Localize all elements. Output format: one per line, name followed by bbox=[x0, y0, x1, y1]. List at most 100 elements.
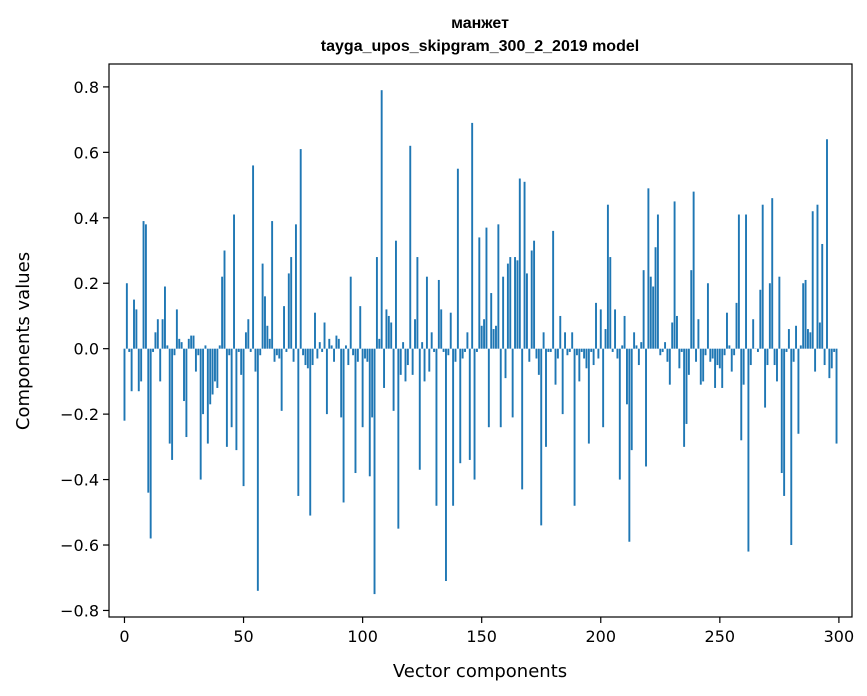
bar-component-212 bbox=[628, 348, 631, 542]
bar-component-125 bbox=[421, 342, 424, 349]
bar-component-208 bbox=[618, 348, 621, 480]
bar-component-196 bbox=[590, 348, 593, 352]
bar-component-207 bbox=[616, 348, 619, 359]
bar-component-105 bbox=[373, 348, 376, 595]
bar-component-81 bbox=[316, 348, 319, 359]
bar-component-281 bbox=[792, 348, 795, 362]
bar-component-131 bbox=[435, 348, 438, 506]
bar-component-53 bbox=[249, 348, 252, 352]
bar-component-157 bbox=[497, 224, 500, 349]
bar-component-264 bbox=[752, 319, 755, 349]
bar-component-276 bbox=[780, 348, 783, 474]
bar-component-222 bbox=[652, 286, 655, 349]
bar-component-285 bbox=[802, 283, 805, 349]
bar-component-21 bbox=[173, 348, 176, 356]
bar-component-63 bbox=[273, 348, 276, 362]
bar-component-171 bbox=[530, 250, 533, 349]
bar-component-166 bbox=[518, 178, 521, 349]
y-tick-label: 0.4 bbox=[74, 209, 99, 228]
bar-component-263 bbox=[749, 348, 752, 366]
bar-component-72 bbox=[294, 224, 297, 349]
bar-component-197 bbox=[592, 348, 595, 366]
bar-component-232 bbox=[676, 315, 678, 349]
bar-component-273 bbox=[773, 348, 776, 366]
bar-component-231 bbox=[673, 201, 676, 349]
bar-component-295 bbox=[826, 139, 828, 349]
bar-component-240 bbox=[695, 348, 697, 362]
bar-component-88 bbox=[333, 348, 335, 362]
bar-component-186 bbox=[566, 348, 569, 356]
bar-component-155 bbox=[492, 329, 495, 349]
bar-component-104 bbox=[371, 348, 374, 418]
bar-component-55 bbox=[254, 348, 257, 372]
bar-component-162 bbox=[509, 257, 512, 349]
bar-component-109 bbox=[383, 348, 386, 388]
bar-component-76 bbox=[304, 348, 307, 366]
bar-component-190 bbox=[575, 348, 578, 356]
bar-component-191 bbox=[578, 348, 581, 382]
bar-component-15 bbox=[159, 348, 162, 382]
bar-component-178 bbox=[547, 348, 550, 352]
bar-component-167 bbox=[521, 348, 524, 490]
bar-component-254 bbox=[728, 345, 731, 349]
bar-component-194 bbox=[585, 348, 588, 369]
bar-component-256 bbox=[733, 348, 736, 356]
bar-component-35 bbox=[206, 348, 209, 444]
bar-component-136 bbox=[447, 348, 450, 356]
bar-component-145 bbox=[468, 348, 471, 460]
bar-component-27 bbox=[187, 338, 190, 349]
bar-component-23 bbox=[178, 338, 181, 349]
bar-component-77 bbox=[306, 348, 309, 369]
bar-component-177 bbox=[545, 348, 547, 447]
bar-component-172 bbox=[533, 240, 536, 349]
bar-component-68 bbox=[285, 348, 288, 352]
bar-component-176 bbox=[542, 332, 545, 349]
bar-component-245 bbox=[706, 283, 709, 349]
bar-component-215 bbox=[635, 345, 638, 349]
bar-component-8 bbox=[142, 221, 145, 349]
bar-component-95 bbox=[349, 276, 352, 349]
bar-component-59 bbox=[264, 296, 266, 349]
bar-component-278 bbox=[785, 348, 788, 352]
bar-component-87 bbox=[330, 345, 333, 349]
bar-component-51 bbox=[244, 332, 247, 349]
bar-component-211 bbox=[626, 348, 628, 405]
bar-component-267 bbox=[759, 289, 762, 349]
bar-component-50 bbox=[242, 348, 245, 487]
bar-component-160 bbox=[504, 348, 507, 379]
bar-component-290 bbox=[814, 348, 817, 372]
bar-component-12 bbox=[152, 348, 155, 352]
bar-component-75 bbox=[302, 348, 305, 356]
bar-component-261 bbox=[745, 214, 747, 349]
bar-component-280 bbox=[790, 348, 793, 546]
x-tick-label: 0 bbox=[119, 627, 129, 646]
bar-component-284 bbox=[799, 345, 802, 349]
bar-component-268 bbox=[761, 204, 764, 349]
bar-component-113 bbox=[392, 348, 395, 411]
bar-component-154 bbox=[490, 293, 493, 349]
bar-component-143 bbox=[464, 348, 466, 352]
bar-component-26 bbox=[185, 348, 188, 438]
bar-component-25 bbox=[183, 348, 185, 402]
bar-component-4 bbox=[133, 299, 135, 349]
bar-component-213 bbox=[630, 348, 633, 451]
y-tick-label: 0.0 bbox=[74, 340, 99, 359]
bar-component-181 bbox=[554, 348, 557, 385]
bar-component-80 bbox=[314, 312, 316, 349]
bar-component-132 bbox=[437, 279, 440, 349]
bar-component-142 bbox=[461, 348, 464, 359]
bar-component-13 bbox=[154, 332, 157, 349]
bar-component-209 bbox=[621, 345, 624, 349]
bar-component-7 bbox=[140, 348, 143, 382]
bar-component-225 bbox=[659, 348, 662, 356]
bar-component-38 bbox=[214, 348, 216, 382]
bar-component-111 bbox=[387, 315, 390, 349]
chart-title-line-1: манжет bbox=[451, 15, 509, 32]
bar-component-219 bbox=[645, 348, 647, 467]
bar-component-257 bbox=[735, 302, 738, 349]
bar-component-16 bbox=[161, 319, 164, 349]
bar-component-230 bbox=[671, 322, 674, 349]
bar-component-56 bbox=[256, 348, 259, 591]
